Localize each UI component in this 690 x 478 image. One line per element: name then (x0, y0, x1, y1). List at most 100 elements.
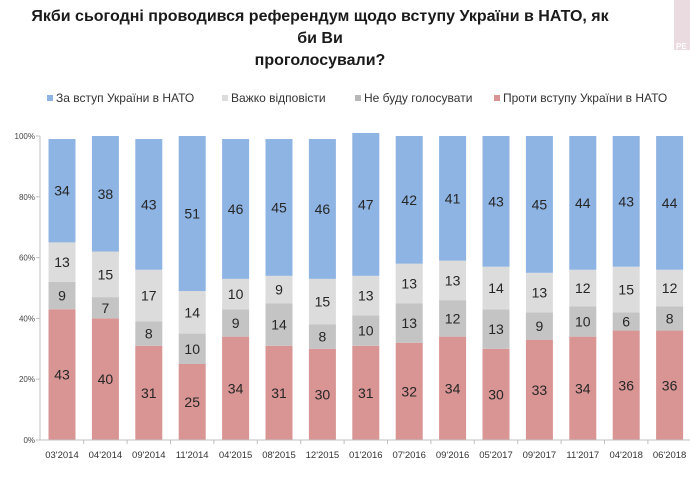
data-label: 13 (445, 272, 461, 288)
data-label: 12 (445, 310, 461, 326)
bar-segment (48, 309, 76, 440)
data-label: 45 (271, 199, 287, 215)
data-label: 36 (662, 377, 678, 393)
data-label: 15 (98, 266, 114, 282)
legend-label-for: За вступ України в НАТО (56, 91, 195, 105)
bar-segment (308, 324, 336, 349)
legend-label-against: Проти вступу України в НАТО (503, 91, 668, 105)
bar-segment (569, 136, 597, 270)
data-label: 9 (275, 282, 283, 298)
x-tick-label: 03'2014 (45, 450, 79, 461)
chart-legend: За вступ України в НАТО Важко відповісти… (0, 91, 690, 107)
bar-segment (395, 136, 423, 264)
data-label: 32 (401, 383, 417, 399)
bar-segment (612, 312, 640, 331)
data-label: 45 (532, 196, 548, 212)
data-label: 25 (184, 394, 200, 410)
data-label: 7 (102, 300, 110, 316)
data-label: 15 (618, 282, 634, 298)
data-label: 31 (271, 385, 287, 401)
bar-segment (265, 275, 293, 304)
data-label: 46 (228, 201, 244, 217)
data-label: 10 (228, 286, 244, 302)
bar-segment (439, 336, 467, 440)
data-label: 43 (488, 193, 504, 209)
bar-segment (91, 297, 119, 319)
bar-segment (48, 139, 76, 243)
bar-segment (135, 321, 163, 346)
data-label: 34 (445, 380, 461, 396)
data-label: 10 (184, 341, 200, 357)
bar-segment (656, 330, 684, 440)
data-label: 12 (662, 280, 678, 296)
bar-segment (352, 275, 380, 316)
bar-segment (222, 139, 250, 279)
data-label: 47 (358, 196, 374, 212)
data-label: 44 (575, 195, 591, 211)
bar-segment (265, 139, 293, 276)
data-label: 13 (401, 275, 417, 291)
data-label: 8 (319, 329, 327, 345)
bar-segment (482, 309, 510, 349)
data-label: 15 (315, 294, 331, 310)
data-label: 38 (98, 186, 114, 202)
x-tick-label: 06'2018 (653, 450, 687, 461)
bar-segment (178, 291, 206, 334)
x-tick-label: 12'2015 (306, 450, 340, 461)
legend-item-wont-vote: Не буду голосувати (355, 91, 472, 105)
bar-segment (612, 330, 640, 440)
logo-watermark: РЕ (674, 0, 690, 51)
data-label: 13 (358, 288, 374, 304)
data-label: 30 (315, 386, 331, 402)
bar-segment (612, 266, 640, 313)
bar-segment (482, 136, 510, 267)
bar-segment (395, 263, 423, 304)
y-tick-label: 60% (19, 254, 35, 263)
x-tick-label: 09'2016 (436, 450, 470, 461)
legend-item-hard-to-say: Важко відповісти (222, 91, 326, 105)
chart-title: Якби сьогодні проводився референдум щодо… (20, 6, 620, 72)
bar-segment (439, 136, 467, 261)
x-tick-label: 08'2015 (262, 450, 296, 461)
data-label: 33 (532, 382, 548, 398)
bar-segment (525, 136, 553, 273)
bar-segment (178, 333, 206, 364)
bar-segment (308, 139, 336, 279)
x-tick-label: 07'2016 (392, 450, 426, 461)
data-label: 8 (145, 326, 153, 342)
x-tick-label: 04'2014 (89, 450, 123, 461)
bar-segment (482, 266, 510, 310)
bar-segment (439, 260, 467, 301)
x-tick-label: 01'2016 (349, 450, 383, 461)
data-label: 34 (54, 183, 70, 199)
data-label: 34 (228, 380, 244, 396)
data-label: 10 (575, 313, 591, 329)
bar-segment (352, 345, 380, 440)
bar-segment (308, 348, 336, 440)
legend-swatch-for (47, 95, 53, 101)
bar-segment (48, 242, 76, 282)
y-tick-label: 100% (15, 132, 35, 141)
y-tick-label: 80% (19, 193, 35, 202)
data-label: 34 (575, 380, 591, 396)
data-label: 43 (618, 193, 634, 209)
bar-segment (569, 336, 597, 440)
bar-segment (569, 269, 597, 307)
bar-segment (656, 136, 684, 270)
legend-swatch-against (494, 95, 500, 101)
data-label: 36 (618, 377, 634, 393)
data-label: 31 (141, 385, 157, 401)
bar-segment (91, 318, 119, 440)
data-label: 51 (184, 206, 200, 222)
data-label: 43 (141, 196, 157, 212)
data-label: 12 (575, 280, 591, 296)
bar-segment (525, 312, 553, 340)
bar-segment (308, 278, 336, 325)
bar-segment (135, 345, 163, 440)
data-label: 30 (488, 386, 504, 402)
legend-swatch-wont-vote (355, 95, 361, 101)
bar-segment (525, 272, 553, 313)
bar-segment (656, 269, 684, 307)
bar-segment (91, 136, 119, 252)
